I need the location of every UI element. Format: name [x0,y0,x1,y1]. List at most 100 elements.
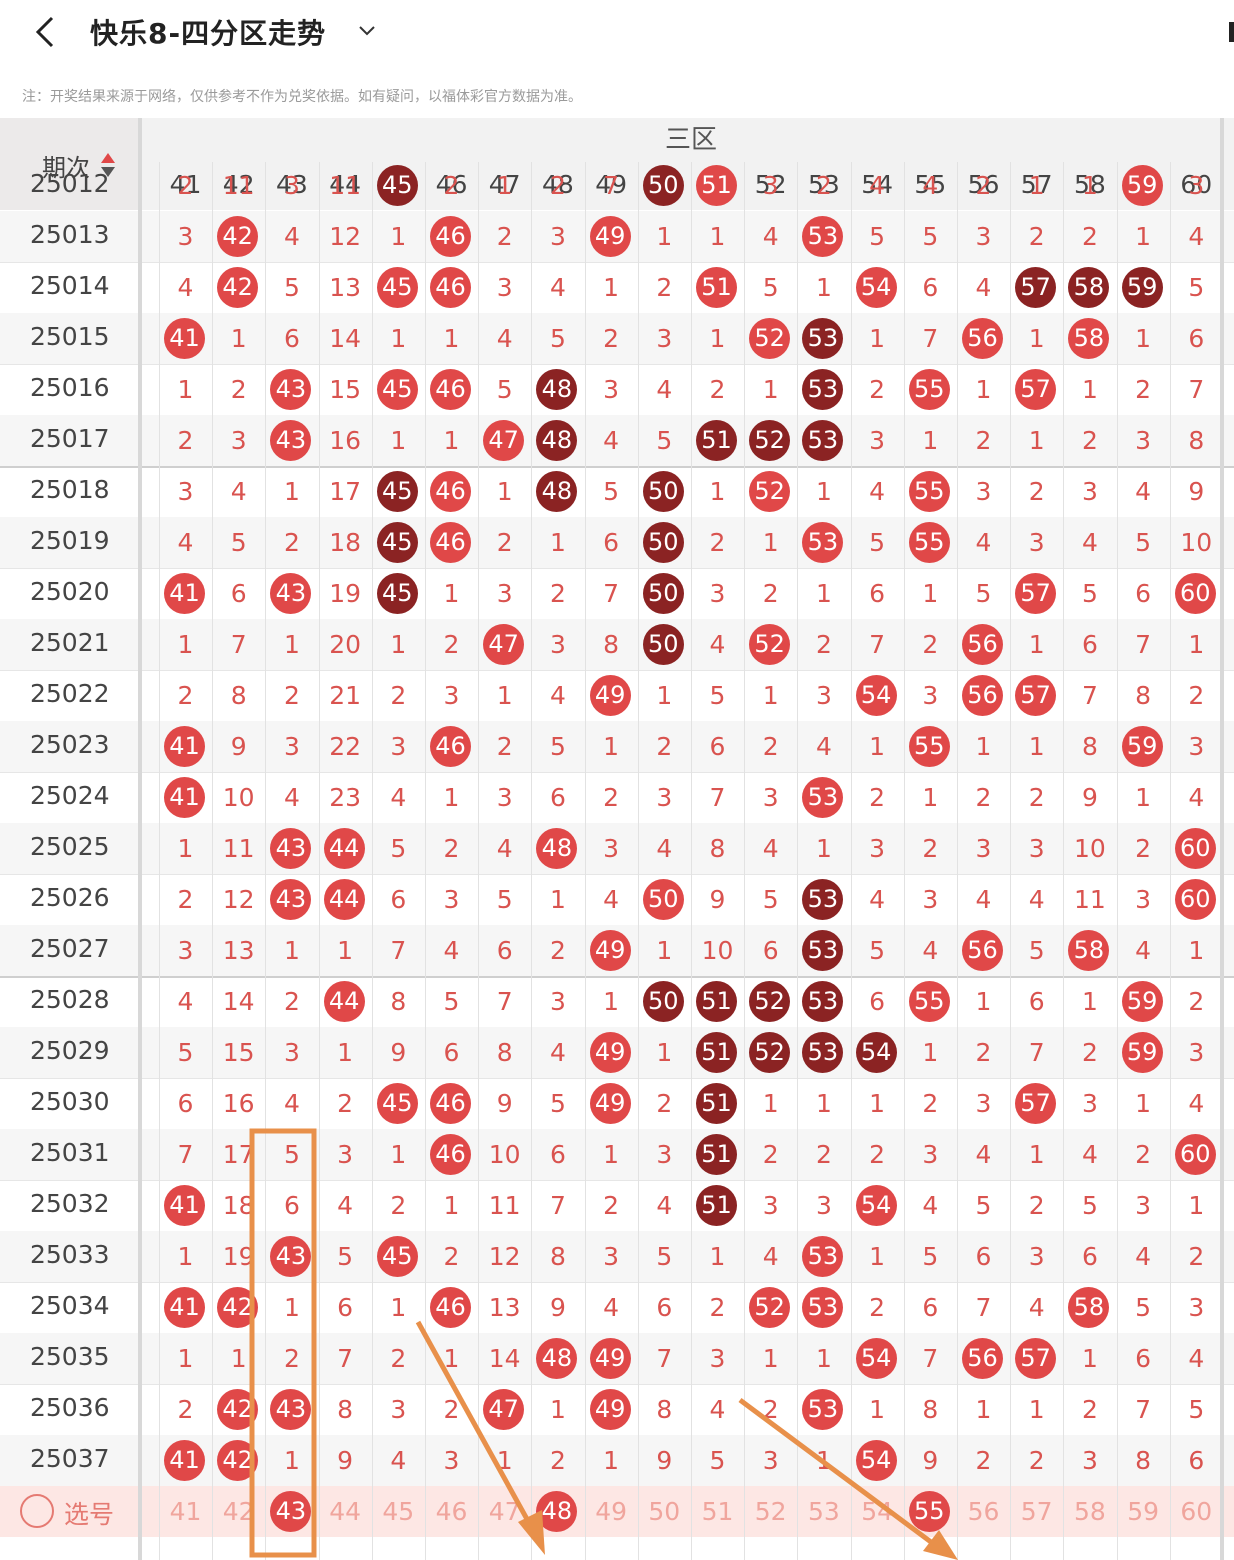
selectable-number[interactable]: 53 [807,1497,840,1526]
page-title[interactable]: 快乐8-四分区走势 [90,17,327,50]
drawn-number-ball: 53 [802,216,844,257]
miss-count-cell: 1 [975,375,992,404]
selectable-number[interactable]: 44 [329,1497,361,1526]
miss-count-cell: 4 [1188,1344,1205,1373]
miss-count-cell: 2 [549,171,566,200]
miss-count-cell: 5 [1188,273,1205,302]
back-arrow-icon[interactable] [30,12,64,52]
miss-count-cell: 1 [603,987,620,1016]
miss-count-cell: 3 [709,579,726,608]
miss-count-cell: 5 [709,1446,726,1475]
miss-count-cell: 3 [1081,1446,1098,1475]
table-row: 25028 4 14 2 44 8 5 7 3 1 50 51 52 53 6 55 1 6 1 59 2 [0,976,1234,1027]
miss-count-cell: 3 [177,477,194,506]
table-row: 25019 4 5 2 18 45 46 2 1 6 50 2 1 53 5 55 4 3 4 5 10 [0,517,1234,568]
miss-count-cell: 2 [496,528,513,557]
miss-count-cell: 2 [975,1038,992,1067]
selectable-number[interactable]: 41 [169,1497,202,1526]
miss-count-cell: 1 [443,1191,460,1220]
miss-count-cell: 6 [1081,1242,1098,1271]
period-cell: 25019 [0,517,138,568]
miss-count-cell: 1 [1135,222,1152,251]
period-cell: 25015 [0,313,138,364]
column-header-56: 56 [967,170,1000,199]
miss-count-cell: 4 [549,1038,566,1067]
miss-count-cell: 3 [1135,885,1152,914]
drawn-number-ball: 56 [962,318,1003,359]
drawn-number-ball: 47 [483,1389,525,1430]
miss-count-cell: 4 [1188,222,1205,251]
miss-count-cell: 4 [656,834,673,863]
miss-count-cell: 2 [177,885,194,914]
miss-count-cell: 3 [1081,477,1098,506]
miss-count-cell: 7 [603,171,620,200]
selectable-number[interactable]: 52 [754,1497,787,1526]
trend-table: 期次 三区 4142434445464748495051525354555657… [0,118,1234,1560]
miss-count-cell: 9 [337,1446,354,1475]
miss-count-cell: 1 [1135,324,1152,353]
miss-count-cell: 6 [283,324,300,353]
drawn-number-ball: 53 [802,420,844,461]
drawn-number-ball: 59 [1121,726,1163,767]
selectable-number[interactable]: 42 [222,1497,255,1526]
selected-number-ball[interactable]: 55 [908,1491,950,1532]
miss-count-cell: 1 [922,783,939,812]
miss-count-cell: 1 [709,1242,726,1271]
period-header[interactable]: 期次 [0,118,138,210]
miss-count-cell: 5 [1028,936,1045,965]
selectable-number[interactable]: 46 [435,1497,468,1526]
selectable-number[interactable]: 59 [1127,1497,1159,1526]
arrow-annotation-2 [738,1397,958,1560]
table-row: 25036 2 42 43 8 3 2 47 1 49 8 4 2 53 1 8 1 1 2 7 5 [0,1384,1234,1435]
miss-count-cell: 5 [549,1089,566,1118]
period-number: 25018 [30,475,110,504]
selectable-number[interactable]: 50 [648,1497,681,1526]
selectable-number[interactable]: 49 [595,1497,627,1526]
drawn-number-ball: 51 [696,1032,737,1073]
miss-count-cell: 4 [975,1140,992,1169]
miss-count-cell: 1 [230,1344,247,1373]
selectable-number[interactable]: 58 [1073,1497,1106,1526]
period-number: 25033 [30,1240,110,1269]
selectable-number[interactable]: 57 [1020,1497,1053,1526]
period-number: 25032 [30,1189,110,1218]
selected-number-ball[interactable]: 43 [270,1491,312,1532]
selected-number-ball[interactable]: 48 [536,1491,578,1532]
miss-count-cell: 1 [762,1089,779,1118]
selectable-number[interactable]: 56 [967,1497,1000,1526]
miss-count-cell: 14 [222,987,255,1016]
selectable-number[interactable]: 51 [701,1497,734,1526]
selectable-number[interactable]: 60 [1180,1497,1213,1526]
drawn-number-ball: 53 [802,522,844,563]
period-number: 25025 [30,832,110,861]
column-divider [1010,162,1012,1560]
miss-count-cell: 1 [1028,324,1045,353]
miss-count-cell: 1 [390,426,407,455]
miss-count-cell: 4 [549,681,566,710]
miss-count-cell: 7 [922,324,939,353]
drawn-number-ball: 43 [270,879,312,920]
miss-count-cell: 5 [869,528,886,557]
miss-count-cell: 14 [488,1344,521,1373]
drawn-number-ball: 55 [908,981,950,1022]
arrow-annotation-1 [415,1320,545,1555]
miss-count-cell: 7 [922,1344,939,1373]
miss-count-cell: 5 [283,1140,300,1169]
table-row: 25030 6 16 4 2 45 46 9 5 49 2 51 1 1 1 2 3 57 3 1 4 [0,1078,1234,1129]
miss-count-cell: 4 [1135,936,1152,965]
chevron-down-icon[interactable] [355,18,379,42]
select-radio-icon[interactable] [20,1494,54,1528]
period-cell: 25029 [0,1027,138,1078]
selectable-number[interactable]: 45 [382,1497,415,1526]
column-header-60: 60 [1180,170,1213,199]
miss-count-cell: 5 [1135,528,1152,557]
period-cell: 25030 [0,1078,138,1129]
drawn-number-ball: 46 [430,369,471,410]
miss-count-cell: 3 [1188,171,1205,200]
miss-count-cell: 12 [222,885,255,914]
miss-count-cell: 8 [709,834,726,863]
period-number: 25017 [30,424,110,453]
sort-icon[interactable] [100,151,116,179]
miss-count-cell: 8 [656,1395,673,1424]
